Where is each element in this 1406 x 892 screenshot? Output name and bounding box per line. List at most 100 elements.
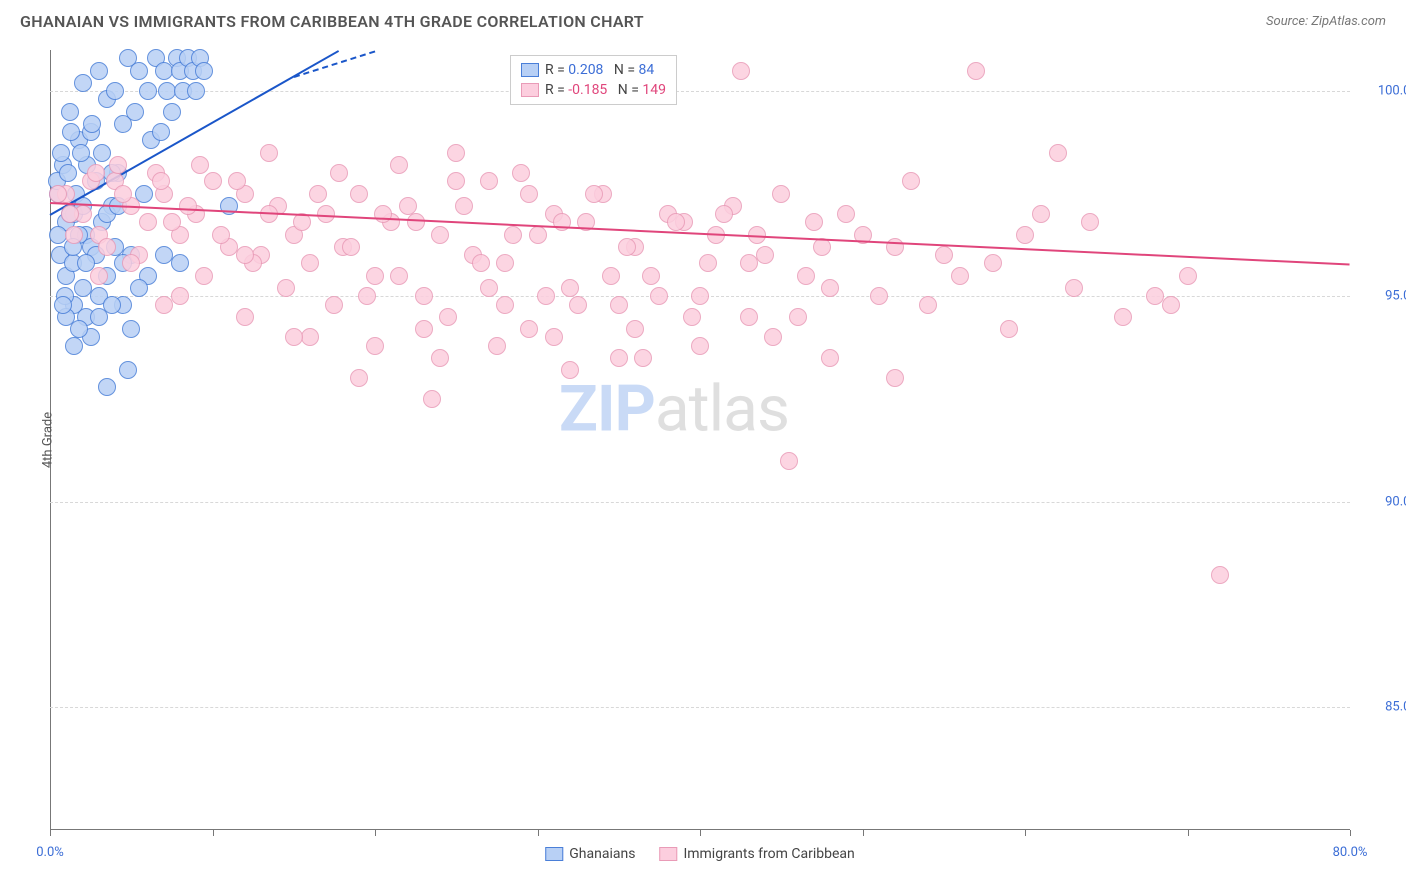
data-point [447, 144, 465, 162]
data-point [1000, 320, 1018, 338]
data-point [122, 254, 140, 272]
data-point [870, 287, 888, 305]
data-point [407, 213, 425, 231]
data-point [447, 172, 465, 190]
data-point [1179, 267, 1197, 285]
data-point [59, 164, 77, 182]
data-point [93, 144, 111, 162]
data-point [415, 320, 433, 338]
data-point [236, 246, 254, 264]
data-point [62, 123, 80, 141]
data-point [155, 246, 173, 264]
data-point [1065, 279, 1083, 297]
data-point [1081, 213, 1099, 231]
data-point [171, 254, 189, 272]
data-point [821, 349, 839, 367]
x-tick [538, 830, 539, 836]
data-point [70, 320, 88, 338]
data-point [90, 267, 108, 285]
data-point [342, 238, 360, 256]
data-point [61, 103, 79, 121]
data-point [805, 213, 823, 231]
chart-header: GHANAIAN VS IMMIGRANTS FROM CARIBBEAN 4T… [0, 0, 1406, 39]
data-point [98, 378, 116, 396]
data-point [114, 185, 132, 203]
data-point [1211, 566, 1229, 584]
data-point [545, 328, 563, 346]
data-point [309, 185, 327, 203]
y-tick-label: 90.0% [1385, 494, 1406, 509]
x-tick [1350, 830, 1351, 836]
chart-title: GHANAIAN VS IMMIGRANTS FROM CARIBBEAN 4T… [20, 12, 644, 31]
data-point [772, 185, 790, 203]
x-tick [1188, 830, 1189, 836]
data-point [366, 337, 384, 355]
legend-swatch [521, 63, 539, 77]
data-point [358, 287, 376, 305]
gridline [50, 502, 1350, 503]
data-point [191, 156, 209, 174]
x-tick-label: 80.0% [1333, 845, 1368, 860]
data-point [496, 254, 514, 272]
y-axis-label: 4th Grade [41, 412, 56, 468]
watermark: ZIPatlas [559, 371, 789, 446]
data-point [569, 296, 587, 314]
data-point [691, 287, 709, 305]
data-point [634, 349, 652, 367]
data-point [390, 156, 408, 174]
data-point [65, 337, 83, 355]
x-tick [863, 830, 864, 836]
data-point [285, 328, 303, 346]
legend-box: R = 0.208 N = 84R = -0.185 N = 149 [510, 55, 677, 105]
data-point [366, 267, 384, 285]
gridline [50, 91, 1350, 92]
gridline [50, 707, 1350, 708]
data-point [155, 296, 173, 314]
data-point [52, 144, 70, 162]
data-point [350, 185, 368, 203]
data-point [480, 172, 498, 190]
legend-label: Ghanaians [569, 846, 635, 862]
bottom-legend: Ghanaians Immigrants from Caribbean [545, 846, 855, 862]
data-point [106, 82, 124, 100]
legend-item: Ghanaians [545, 846, 635, 862]
legend-label: Immigrants from Caribbean [683, 846, 854, 862]
data-point [1016, 226, 1034, 244]
data-point [72, 144, 90, 162]
data-point [212, 226, 230, 244]
data-point [488, 337, 506, 355]
data-point [691, 337, 709, 355]
data-point [330, 164, 348, 182]
data-point [683, 308, 701, 326]
legend-row: R = -0.185 N = 149 [521, 80, 666, 100]
data-point [553, 213, 571, 231]
data-point [740, 308, 758, 326]
x-tick [213, 830, 214, 836]
data-point [789, 308, 807, 326]
x-tick [1025, 830, 1026, 836]
chart-area: 4th Grade ZIPatlas 85.0%90.0%95.0%100.0%… [50, 50, 1350, 830]
source-label: Source: ZipAtlas.com [1266, 14, 1386, 29]
data-point [537, 287, 555, 305]
data-point [1049, 144, 1067, 162]
legend-swatch [521, 83, 539, 97]
data-point [480, 279, 498, 297]
data-point [715, 205, 733, 223]
data-point [130, 62, 148, 80]
data-point [602, 267, 620, 285]
data-point [561, 279, 579, 297]
data-point [228, 172, 246, 190]
data-point [520, 185, 538, 203]
data-point [325, 296, 343, 314]
data-point [130, 279, 148, 297]
data-point [1114, 308, 1132, 326]
data-point [301, 254, 319, 272]
data-point [187, 82, 205, 100]
data-point [90, 62, 108, 80]
data-point [374, 205, 392, 223]
data-point [431, 226, 449, 244]
data-point [756, 246, 774, 264]
data-point [504, 226, 522, 244]
legend-swatch [545, 847, 563, 861]
data-point [967, 62, 985, 80]
